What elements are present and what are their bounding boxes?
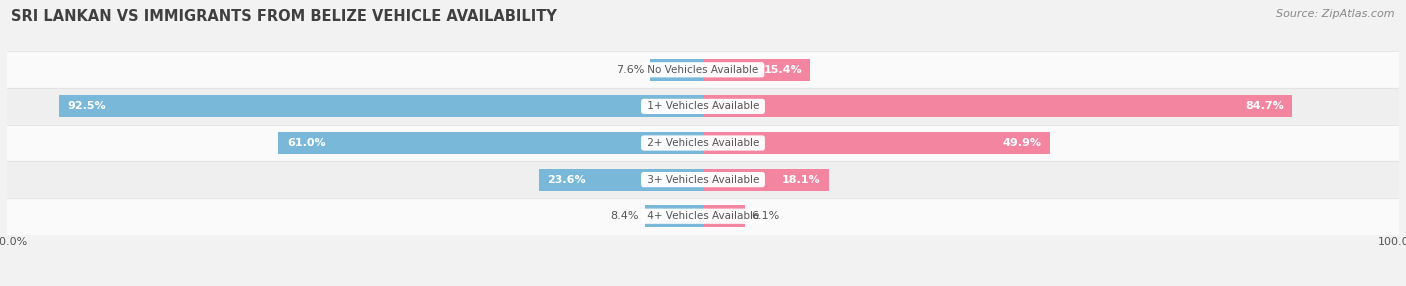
Bar — [703, 96, 1292, 117]
Text: 92.5%: 92.5% — [67, 102, 107, 111]
Bar — [7, 51, 1399, 88]
Text: 1+ Vehicles Available: 1+ Vehicles Available — [644, 102, 762, 111]
Bar — [7, 125, 1399, 161]
Text: 2+ Vehicles Available: 2+ Vehicles Available — [644, 138, 762, 148]
Text: 49.9%: 49.9% — [1002, 138, 1042, 148]
Bar — [7, 88, 1399, 125]
Bar — [703, 59, 810, 81]
Bar — [59, 96, 703, 117]
Text: 61.0%: 61.0% — [287, 138, 325, 148]
Bar — [7, 161, 1399, 198]
Text: 4+ Vehicles Available: 4+ Vehicles Available — [644, 211, 762, 221]
Text: SRI LANKAN VS IMMIGRANTS FROM BELIZE VEHICLE AVAILABILITY: SRI LANKAN VS IMMIGRANTS FROM BELIZE VEH… — [11, 9, 557, 23]
Text: 18.1%: 18.1% — [782, 175, 821, 184]
Text: 7.6%: 7.6% — [616, 65, 644, 75]
Text: Source: ZipAtlas.com: Source: ZipAtlas.com — [1277, 9, 1395, 19]
Bar — [703, 132, 1050, 154]
Bar — [703, 205, 745, 227]
Text: 8.4%: 8.4% — [610, 211, 638, 221]
Text: 3+ Vehicles Available: 3+ Vehicles Available — [644, 175, 762, 184]
Text: No Vehicles Available: No Vehicles Available — [644, 65, 762, 75]
Bar — [644, 205, 703, 227]
Legend: Sri Lankan, Immigrants from Belize: Sri Lankan, Immigrants from Belize — [567, 283, 839, 286]
Text: 15.4%: 15.4% — [763, 65, 801, 75]
Bar — [7, 198, 1399, 235]
Bar — [650, 59, 703, 81]
Bar — [278, 132, 703, 154]
Text: 23.6%: 23.6% — [547, 175, 586, 184]
Bar — [703, 169, 830, 190]
Text: 84.7%: 84.7% — [1246, 102, 1284, 111]
Bar — [538, 169, 703, 190]
Text: 6.1%: 6.1% — [751, 211, 779, 221]
